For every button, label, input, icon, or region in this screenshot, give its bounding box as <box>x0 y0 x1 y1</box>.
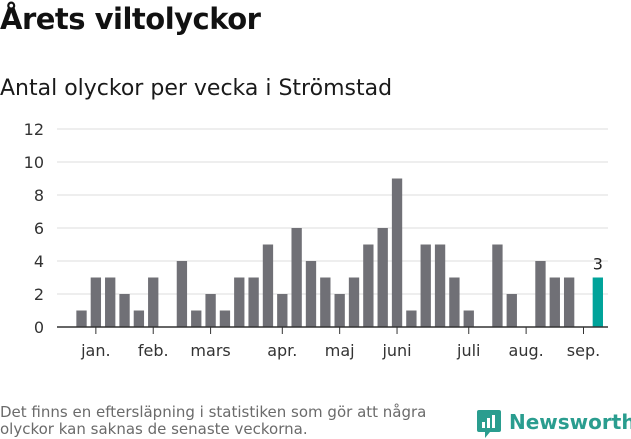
bar <box>563 277 575 327</box>
bar <box>406 310 417 327</box>
x-tick-label: mars <box>190 341 230 360</box>
page-title: Årets viltolyckor <box>0 2 261 36</box>
x-axis: jan. feb. mars apr. maj juni juli aug. sep. <box>57 326 608 360</box>
chart-subtitle: Antal olyckor per vecka i Strömstad <box>0 76 393 101</box>
bar <box>334 294 345 327</box>
bar <box>248 277 259 327</box>
bar <box>391 178 403 327</box>
bar <box>348 277 360 327</box>
bar <box>148 277 159 327</box>
bar <box>90 277 102 327</box>
bar <box>205 294 216 327</box>
highlight-bar <box>592 277 603 327</box>
x-tick-label: jan. <box>80 341 110 360</box>
labels: 3 <box>593 255 603 274</box>
bar <box>219 310 231 327</box>
x-tick-label: apr. <box>267 341 297 360</box>
highlight-value-label: 3 <box>593 255 603 274</box>
bar <box>535 261 546 327</box>
x-tick-label: maj <box>325 341 355 360</box>
bar <box>434 244 446 327</box>
bar <box>262 244 274 327</box>
y-tick-label: 10 <box>24 153 44 172</box>
bar <box>191 310 202 327</box>
x-tick-label: juli <box>456 341 480 360</box>
bar <box>506 294 517 327</box>
grid-lines: 0 2 4 6 8 10 12 <box>24 120 608 337</box>
brand-name: Newsworthy <box>509 410 631 434</box>
bar <box>76 310 87 327</box>
y-tick-label: 6 <box>34 219 44 238</box>
x-tick-label: aug. <box>509 341 544 360</box>
y-tick-label: 4 <box>34 252 44 271</box>
bar <box>105 277 116 327</box>
bar <box>492 244 503 327</box>
bar <box>320 277 331 327</box>
bar <box>549 277 560 327</box>
footnote: Det finns en eftersläpning i statistiken… <box>0 403 427 438</box>
y-tick-label: 8 <box>34 186 44 205</box>
bar <box>305 261 317 327</box>
x-tick-label: feb. <box>138 341 169 360</box>
bar <box>119 294 130 327</box>
bar <box>420 244 431 327</box>
bar <box>133 310 145 327</box>
bar-chart: 0 2 4 6 8 10 12 jan. feb. mars apr. maj juni juli aug… <box>24 120 608 360</box>
y-tick-label: 2 <box>34 285 44 304</box>
y-tick-label: 12 <box>24 120 44 139</box>
x-tick-label: sep. <box>567 341 600 360</box>
bar <box>463 310 474 327</box>
x-tick-label: juni <box>381 341 411 360</box>
bars <box>76 178 603 327</box>
bar <box>176 261 188 327</box>
bar <box>377 228 388 327</box>
bar <box>277 294 288 327</box>
bar <box>291 228 302 327</box>
brand-logo[interactable]: Newsworthy <box>476 409 631 439</box>
newsworthy-logo-icon <box>477 410 501 438</box>
y-tick-label: 0 <box>34 318 44 337</box>
bar <box>234 277 245 327</box>
bar <box>449 277 460 327</box>
bar <box>363 244 374 327</box>
